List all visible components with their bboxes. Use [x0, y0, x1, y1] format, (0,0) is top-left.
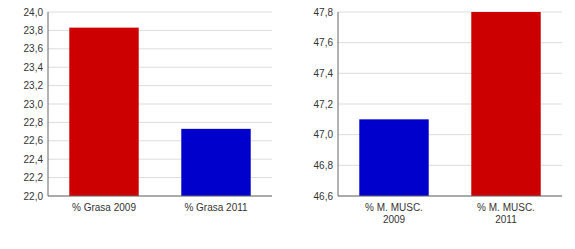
y-tick-label: 47,4: [314, 68, 334, 79]
bar: [471, 12, 540, 196]
y-tick-label: 22,8: [24, 117, 44, 128]
y-tick-label: 23,0: [24, 99, 44, 110]
bar-chart: 46,6 46,8 47,0 47,2 47,4 47,6 47,8 % M. MUSC.20…: [314, 7, 562, 226]
y-tick-label: 23,2: [24, 80, 44, 91]
grid-line: [338, 196, 562, 197]
x-tick-label: % Grasa 2011: [184, 202, 248, 213]
bar-chart: 22,0 22,2 22,4 22,6 22,8 23,0 23,2 23,4 23,6 23,8…: [24, 7, 272, 214]
y-tick-label: 22,6: [24, 135, 44, 146]
y-tick-label: 23,6: [24, 43, 44, 54]
x-axis-line: [338, 196, 562, 197]
grid-line: [48, 196, 272, 197]
y-tick-label: 22,4: [24, 154, 44, 165]
y-tick-label: 47,6: [314, 37, 334, 48]
x-tick-label: % Grasa 2009: [72, 202, 136, 213]
bar: [69, 28, 138, 196]
y-tick-label: 46,6: [314, 191, 334, 202]
chart-canvas: 22,0 22,2 22,4 22,6 22,8 23,0 23,2 23,4 23,6 23,8…: [0, 0, 575, 249]
bars: [359, 12, 540, 196]
y-tick-label: 47,0: [314, 129, 334, 140]
y-tick-label: 47,2: [314, 99, 334, 110]
grid-line: [48, 12, 272, 13]
bars: [69, 28, 250, 196]
bar: [359, 119, 428, 196]
y-axis-line: [48, 12, 49, 196]
y-tick-label: 47,8: [314, 7, 334, 18]
y-tick-label: 22,2: [24, 172, 44, 183]
x-tick-label: % M. MUSC.2011: [477, 202, 535, 225]
y-tick-label: 46,8: [314, 160, 334, 171]
y-tick-label: 24,0: [24, 7, 44, 18]
y-axis-line: [338, 12, 339, 196]
y-tick-label: 23,8: [24, 25, 44, 36]
y-tick-label: 23,4: [24, 62, 44, 73]
x-tick-label: % M. MUSC.2009: [365, 202, 423, 225]
x-axis-line: [48, 196, 272, 197]
y-tick-label: 22,0: [24, 191, 44, 202]
bar: [181, 129, 250, 196]
